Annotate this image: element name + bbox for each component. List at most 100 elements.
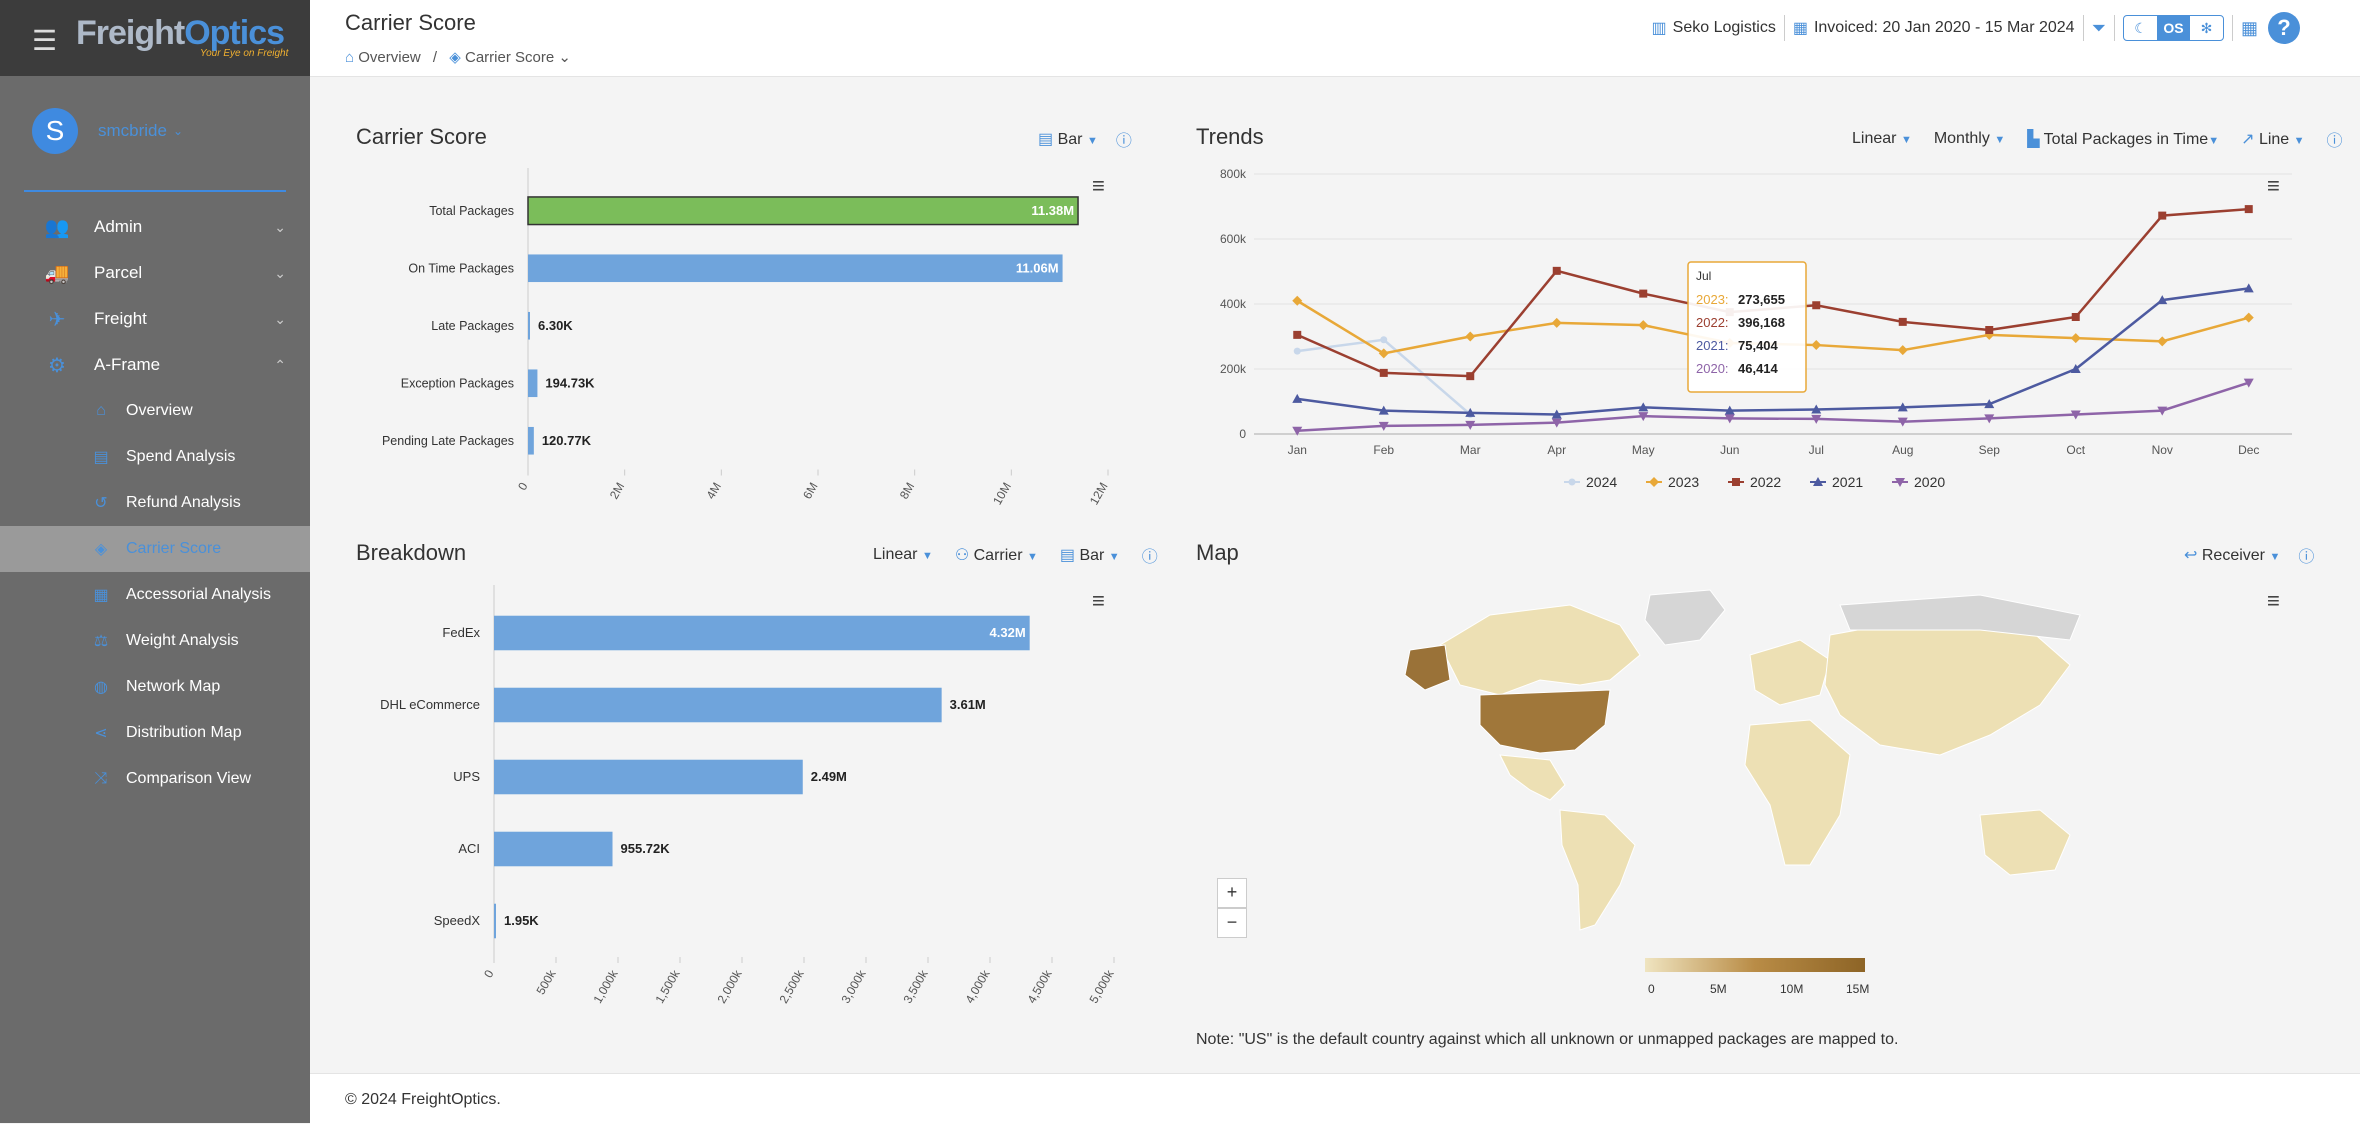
sidebar-subitem-spend-analysis[interactable]: ▤ Spend Analysis <box>0 434 310 480</box>
user-menu[interactable]: S smcbride ⌄ <box>32 108 183 154</box>
tooltip-value: 396,168 <box>1738 315 1785 330</box>
boxes-icon: ◈ <box>94 541 108 558</box>
point <box>2070 410 2081 420</box>
world-map <box>1404 589 2081 931</box>
line-type-select[interactable]: ↗ Line ▼ <box>2241 131 2305 148</box>
zoom-out-button[interactable]: − <box>1217 908 1247 938</box>
category-label: FedEx <box>442 625 480 640</box>
scale-select[interactable]: Linear ▼ <box>873 546 933 563</box>
sun-icon[interactable]: ✻ <box>2200 19 2213 36</box>
metric-select[interactable]: ▙ Total Packages in Time▼ <box>2027 131 2220 148</box>
chart-menu-icon[interactable]: ≡ <box>2267 173 2280 198</box>
sidebar-subitem-network-map[interactable]: ◍ Network Map <box>0 664 310 710</box>
tooltip-value: 46,414 <box>1738 361 1779 376</box>
chevron-down-icon: ⌄ <box>274 264 286 281</box>
sidebar-subitem-distribution-map[interactable]: ⋖ Distribution Map <box>0 710 310 756</box>
point <box>1465 407 1476 417</box>
map-legend-gradient <box>1645 958 1865 972</box>
map-europe <box>1749 639 1831 706</box>
zoom-in-button[interactable]: + <box>1217 878 1247 908</box>
group-select[interactable]: ⚇ Carrier ▼ <box>954 547 1038 564</box>
point <box>2244 205 2253 214</box>
sidebar-item-parcel[interactable]: 🚚 Parcel ⌄ <box>0 250 310 296</box>
point <box>1898 317 1907 326</box>
map-mexico <box>1499 754 1566 801</box>
chart-type-select[interactable]: ▤ Bar ▼ <box>1059 547 1120 564</box>
y-tick-label: 0 <box>1239 427 1246 441</box>
breadcrumb-current[interactable]: Carrier Score <box>464 49 555 66</box>
x-tick-label: 5,000k <box>1086 967 1117 1005</box>
x-tick-label: 10M <box>990 480 1014 507</box>
category-label: Pending Late Packages <box>382 434 514 448</box>
point <box>1292 393 1303 403</box>
filter-icon[interactable]: ⏷ <box>2091 17 2106 38</box>
map-africa <box>1744 719 1851 866</box>
username[interactable]: smcbride <box>98 121 167 140</box>
table-icon[interactable]: ▦ <box>2240 17 2258 38</box>
point <box>1732 478 1740 486</box>
point <box>1985 326 1994 334</box>
series-line <box>1297 381 2250 432</box>
category-label: On Time Packages <box>408 261 514 275</box>
page-title: Carrier Score <box>345 10 476 35</box>
sidebar-subitem-overview[interactable]: ⌂ Overview <box>0 388 310 434</box>
point <box>1551 409 1562 419</box>
people-icon: ⚇ <box>954 547 970 564</box>
series-line <box>1297 287 2249 416</box>
bar <box>528 311 530 340</box>
receiver-select[interactable]: ↩ Receiver ▼ <box>2184 547 2281 564</box>
map-canada <box>1439 604 1641 696</box>
legend-label: 2023 <box>1668 474 1699 490</box>
x-tick-label: 0 <box>481 967 497 980</box>
header-toolbar: ▥ Seko Logistics ▦ Invoiced: 20 Jan 2020… <box>1652 12 2300 44</box>
sidebar-item-a-frame[interactable]: ⚙ A-Frame ⌃ <box>0 342 310 388</box>
breadcrumb-overview[interactable]: Overview <box>358 49 421 66</box>
chevron-down-icon[interactable]: ⌄ <box>558 49 571 66</box>
map-south-america <box>1559 809 1636 931</box>
map-title: Map <box>1196 540 1239 565</box>
chart-type-select[interactable]: ▤ Bar ▼ <box>1038 131 1098 148</box>
tooltip-series: 2022: <box>1696 315 1729 330</box>
sidebar-subitem-accessorial-analysis[interactable]: ▦ Accessorial Analysis <box>0 572 310 618</box>
map-australia <box>1979 809 2071 876</box>
data-label: 11.38M <box>1031 203 1074 218</box>
scale-select[interactable]: Linear ▼ <box>1852 130 1912 147</box>
hamburger-icon[interactable]: ☰ <box>32 25 58 56</box>
brand-logo: FreightOptics <box>76 14 285 52</box>
sidebar-subitem-weight-analysis[interactable]: ⚖ Weight Analysis <box>0 618 310 664</box>
info-icon[interactable]: ⓘ <box>2298 549 2315 566</box>
breadcrumb: ⌂ Overview / ◈ Carrier Score ⌄ <box>345 49 571 66</box>
theme-toggle: ☾ OS ✻ <box>2122 15 2224 41</box>
moon-icon[interactable]: ☾ <box>2134 19 2147 36</box>
point <box>2158 211 2167 220</box>
info-icon[interactable]: ⓘ <box>1115 133 1132 150</box>
category-label: DHL eCommerce <box>380 697 480 712</box>
period-select[interactable]: Monthly ▼ <box>1933 130 2006 147</box>
sidebar-subitem-carrier-score[interactable]: ◈ Carrier Score <box>0 526 310 572</box>
chart-menu-icon[interactable]: ≡ <box>1092 173 1105 198</box>
chevron-down-icon[interactable]: ⌄ <box>172 124 184 138</box>
map-alaska <box>1404 644 1451 691</box>
point <box>2157 295 2168 305</box>
sidebar-item-admin[interactable]: 👥 Admin ⌄ <box>0 204 310 250</box>
theme-os-button[interactable]: OS <box>2156 16 2190 40</box>
chart-icon: ▙ <box>2027 131 2040 148</box>
help-icon[interactable]: ? <box>2268 12 2300 44</box>
point <box>1293 347 1301 355</box>
info-icon[interactable]: ⓘ <box>2326 133 2343 150</box>
chart-menu-icon[interactable]: ≡ <box>1092 588 1105 613</box>
sidebar-subitem-refund-analysis[interactable]: ↺ Refund Analysis <box>0 480 310 526</box>
company-name[interactable]: Seko Logistics <box>1672 19 1776 36</box>
invoiced-range[interactable]: Invoiced: 20 Jan 2020 - 15 Mar 2024 <box>1813 19 2075 36</box>
carrier-score-title: Carrier Score <box>356 124 487 149</box>
sidebar-subitem-comparison-view[interactable]: ⤨ Comparison View <box>0 756 310 802</box>
x-tick-label: 3,000k <box>838 967 869 1005</box>
x-tick-label: 1,500k <box>652 967 683 1005</box>
point <box>2071 313 2080 321</box>
info-icon[interactable]: ⓘ <box>1141 549 1158 566</box>
point <box>1895 478 1905 487</box>
chart-menu-icon[interactable]: ≡ <box>2267 588 2280 613</box>
line-chart-icon: ↗ <box>2241 131 2255 148</box>
sidebar-item-freight[interactable]: ✈ Freight ⌄ <box>0 296 310 342</box>
refund-icon: ↺ <box>94 495 108 512</box>
